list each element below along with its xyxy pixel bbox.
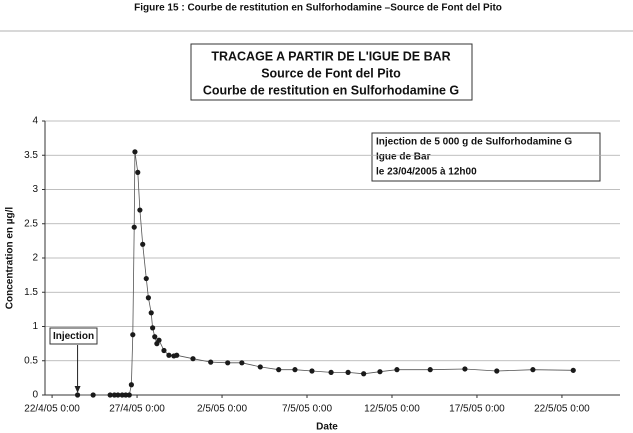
- data-point: [143, 275, 149, 282]
- data-point: [309, 368, 315, 374]
- data-point: [156, 337, 162, 343]
- data-point: [128, 382, 134, 388]
- data-point: [361, 371, 367, 377]
- data-point: [292, 367, 298, 373]
- chart-subtitle: Source de Font del Pito: [261, 66, 401, 80]
- injection-label: Injection: [53, 331, 94, 342]
- data-point: [345, 369, 351, 375]
- data-point: [462, 366, 468, 372]
- data-point: [328, 369, 334, 375]
- data-point: [150, 325, 156, 331]
- data-point: [570, 367, 576, 373]
- data-point: [137, 207, 143, 213]
- data-point: [152, 334, 158, 340]
- injection-arrowhead: [74, 386, 81, 393]
- data-point: [90, 392, 96, 398]
- figure-caption: Figure 15 : Courbe de restitution en Sul…: [134, 3, 502, 14]
- data-point: [166, 352, 172, 358]
- annotation: Injection de 5 000 g de Sulforhodamine G: [376, 137, 572, 148]
- data-line: [77, 151, 574, 396]
- x-tick-label: 12/5/05 0:00: [364, 404, 420, 415]
- y-tick-label: 0.5: [24, 355, 38, 366]
- y-tick-label: 3.5: [24, 150, 38, 161]
- data-point: [115, 392, 121, 398]
- data-point: [140, 241, 146, 247]
- x-tick-label: 7/5/05 0:00: [282, 404, 332, 415]
- x-axis-label: Date: [316, 422, 338, 433]
- x-tick-label: 2/5/05 0:00: [197, 404, 247, 415]
- x-tick-label: 22/5/05 0:00: [534, 404, 590, 415]
- data-point: [427, 367, 433, 373]
- data-point: [530, 367, 536, 373]
- data-point: [239, 360, 245, 366]
- y-tick-label: 2.5: [24, 218, 38, 229]
- y-tick-label: 0: [32, 390, 38, 401]
- y-tick-label: 4: [32, 116, 38, 127]
- data-point: [161, 347, 167, 354]
- x-tick-label: 17/5/05 0:00: [449, 404, 505, 415]
- x-tick-label: 27/4/05 0:00: [109, 404, 165, 415]
- title-box: [190, 43, 473, 101]
- annotation: Igue de Bar: [376, 152, 431, 163]
- y-tick-label: 1: [32, 321, 38, 332]
- data-point: [132, 149, 138, 155]
- data-point: [74, 392, 81, 398]
- data-point: [394, 367, 400, 373]
- data-point: [208, 359, 214, 365]
- y-axis-label: Concentration en µg/l: [5, 207, 16, 310]
- injection-box: [49, 327, 98, 345]
- data-point: [190, 356, 196, 362]
- data-point: [107, 392, 113, 398]
- data-point: [257, 364, 263, 370]
- data-point: [494, 368, 500, 374]
- y-tick-label: 2: [32, 253, 38, 264]
- data-point: [377, 369, 383, 375]
- data-point: [276, 367, 282, 373]
- data-point: [174, 352, 180, 358]
- y-tick-label: 3: [32, 184, 38, 195]
- data-point: [225, 360, 231, 366]
- data-point: [145, 295, 151, 301]
- annotation-box: [371, 132, 601, 182]
- annotation: le 23/04/2005 à 12h00: [376, 167, 477, 178]
- data-point: [126, 392, 132, 398]
- data-point: [148, 310, 154, 316]
- y-tick-label: 1.5: [24, 287, 38, 298]
- x-tick-label: 22/4/05 0:00: [24, 404, 80, 415]
- chart-subtitle: Courbe de restitution en Sulforhodamine …: [203, 83, 459, 97]
- data-point: [131, 224, 137, 230]
- data-point: [130, 332, 136, 338]
- chart-title: TRACAGE A PARTIR DE L'IGUE DE BAR: [211, 49, 450, 63]
- data-point: [135, 169, 141, 175]
